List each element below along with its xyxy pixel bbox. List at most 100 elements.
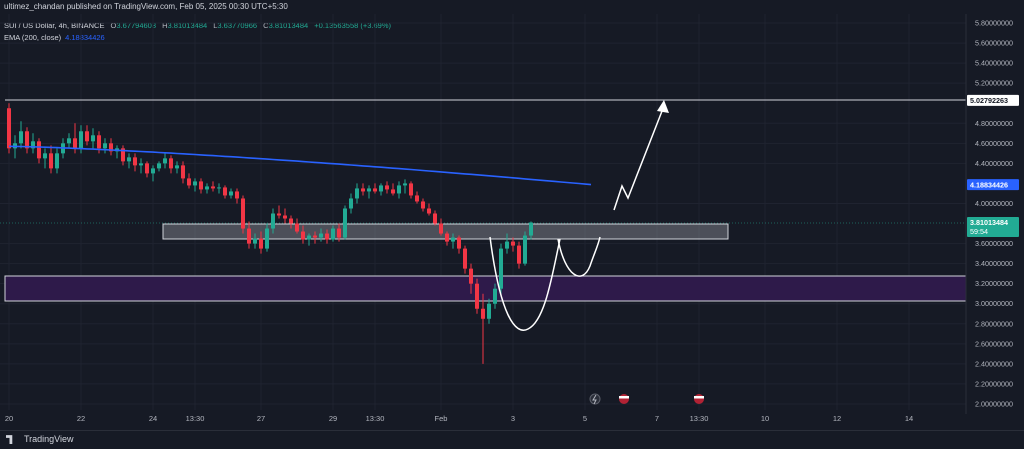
ohlc-open-value: 3.67794603 [116,21,157,30]
tradingview-brand: TradingView [24,434,74,444]
price-chart[interactable]: 5.80000000 5.60000000 5.40000000 5.20000000… [0,14,1024,430]
candle-body [85,131,89,142]
price-change: +0.13563558 (+3.69%) [314,21,392,30]
candle-body [469,268,473,284]
price-tick-label: 2.40000000 [975,359,1013,368]
top-bar: ultimez_chandan published on TradingView… [0,0,1024,14]
ohlc-low-label: L [213,21,218,30]
candle-body [415,195,419,202]
candle-body [319,233,323,238]
price-tick-label: 2.00000000 [975,399,1013,408]
price-label-ema-text: 4.18834426 [970,180,1008,189]
candle-body [241,198,245,229]
time-tick-label: 5 [583,414,587,423]
candle-body [499,248,503,289]
candle-body [301,231,305,240]
time-tick-label: 29 [329,414,337,423]
price-tick-label: 4.80000000 [975,119,1013,128]
candle-body [277,213,281,216]
ohlc-open-label: O [110,21,117,30]
candle-body [187,178,191,186]
candle-body [421,201,425,209]
time-tick-label: 22 [77,414,85,423]
candle-body [439,223,443,234]
candle-body [475,283,479,309]
ema-line [8,145,592,186]
candle-body [367,188,371,192]
candle-body [445,233,449,242]
candle-body [91,135,95,142]
price-tick-label: 2.20000000 [975,379,1013,388]
candle-body [235,191,239,199]
ohlc-close-label: C [263,21,269,30]
candle-body [103,143,107,149]
publisher-text: ultimez_chandan published on TradingView… [4,2,288,11]
candle-body [247,228,251,244]
candle-body [259,238,263,249]
price-tick-label: 5.80000000 [975,19,1013,28]
price-tick-label: 5.60000000 [975,39,1013,48]
time-tick-label: 7 [655,414,659,423]
us-flag-icon[interactable] [619,394,629,404]
ohlc-close-value: 3.81013484 [268,21,309,30]
cup-pattern [489,236,561,331]
candle-body [145,163,149,174]
symbol-title[interactable]: SUI / US Dollar, 4h, BINANCE [4,21,105,30]
time-tick-label: 12 [833,414,841,423]
candle-body [295,223,299,232]
candle-body [337,228,341,238]
price-label-ema [967,179,1019,191]
candle-body [331,228,335,240]
candle-body [139,163,143,166]
flash-icon[interactable] [589,393,601,405]
price-tick-label: 4.00000000 [975,199,1013,208]
ema-value: 4.18834426 [65,33,105,42]
candle-body [193,181,197,186]
ema-label[interactable]: EMA (200, close) [4,33,62,42]
candle-body [31,141,35,149]
time-axis[interactable]: 20 22 24 13:30 27 29 13:30 Feb 3 5 7 13:30 10 12 14 [5,414,913,423]
time-tick-label: 14 [905,414,913,423]
candle-body [199,181,203,190]
candle-body [397,185,401,194]
candle-body [109,143,113,152]
candle-body [25,131,29,149]
candle-body [49,153,53,169]
bar-countdown: 59:54 [970,227,988,236]
candle-body [349,198,353,209]
candle-body [487,303,491,319]
candle-body [283,215,287,219]
candle-body [463,248,467,269]
symbol-legend: SUI / US Dollar, 4h, BINANCE O3.67794603… [4,21,391,30]
time-tick-label: 27 [257,414,265,423]
ema-legend: EMA (200, close) 4.18834426 [4,33,105,42]
candle-body [373,188,377,192]
handle-pattern [557,236,601,277]
candle-body [433,213,437,224]
candle-body [361,188,365,192]
time-tick-label: Feb [435,414,448,423]
support-zone [4,275,967,302]
price-tick-label: 3.20000000 [975,279,1013,288]
price-tick-label: 5.20000000 [975,79,1013,88]
time-tick-label: 3 [511,414,515,423]
price-axis[interactable]: 5.80000000 5.60000000 5.40000000 5.20000000… [975,19,1013,409]
candle-body [265,228,269,249]
candle-body [313,235,317,238]
price-tick-label: 4.40000000 [975,159,1013,168]
candle-body [385,185,389,190]
candle-body [229,191,233,196]
candle-body [493,288,497,304]
footer: TradingView [0,430,1024,449]
price-label-last-text: 3.81013484 [970,218,1008,227]
ohlc-low-value: 3.63770966 [217,21,258,30]
price-tick-label: 3.40000000 [975,259,1013,268]
us-flag-icon[interactable] [694,394,704,404]
time-tick-label: 13:30 [690,414,709,423]
candle-body [175,165,179,169]
candle-body [151,168,155,174]
candle-body [457,237,461,249]
candle-body [37,141,41,159]
time-tick-label: 13:30 [366,414,385,423]
tradingview-logo[interactable]: TradingView [6,434,74,445]
